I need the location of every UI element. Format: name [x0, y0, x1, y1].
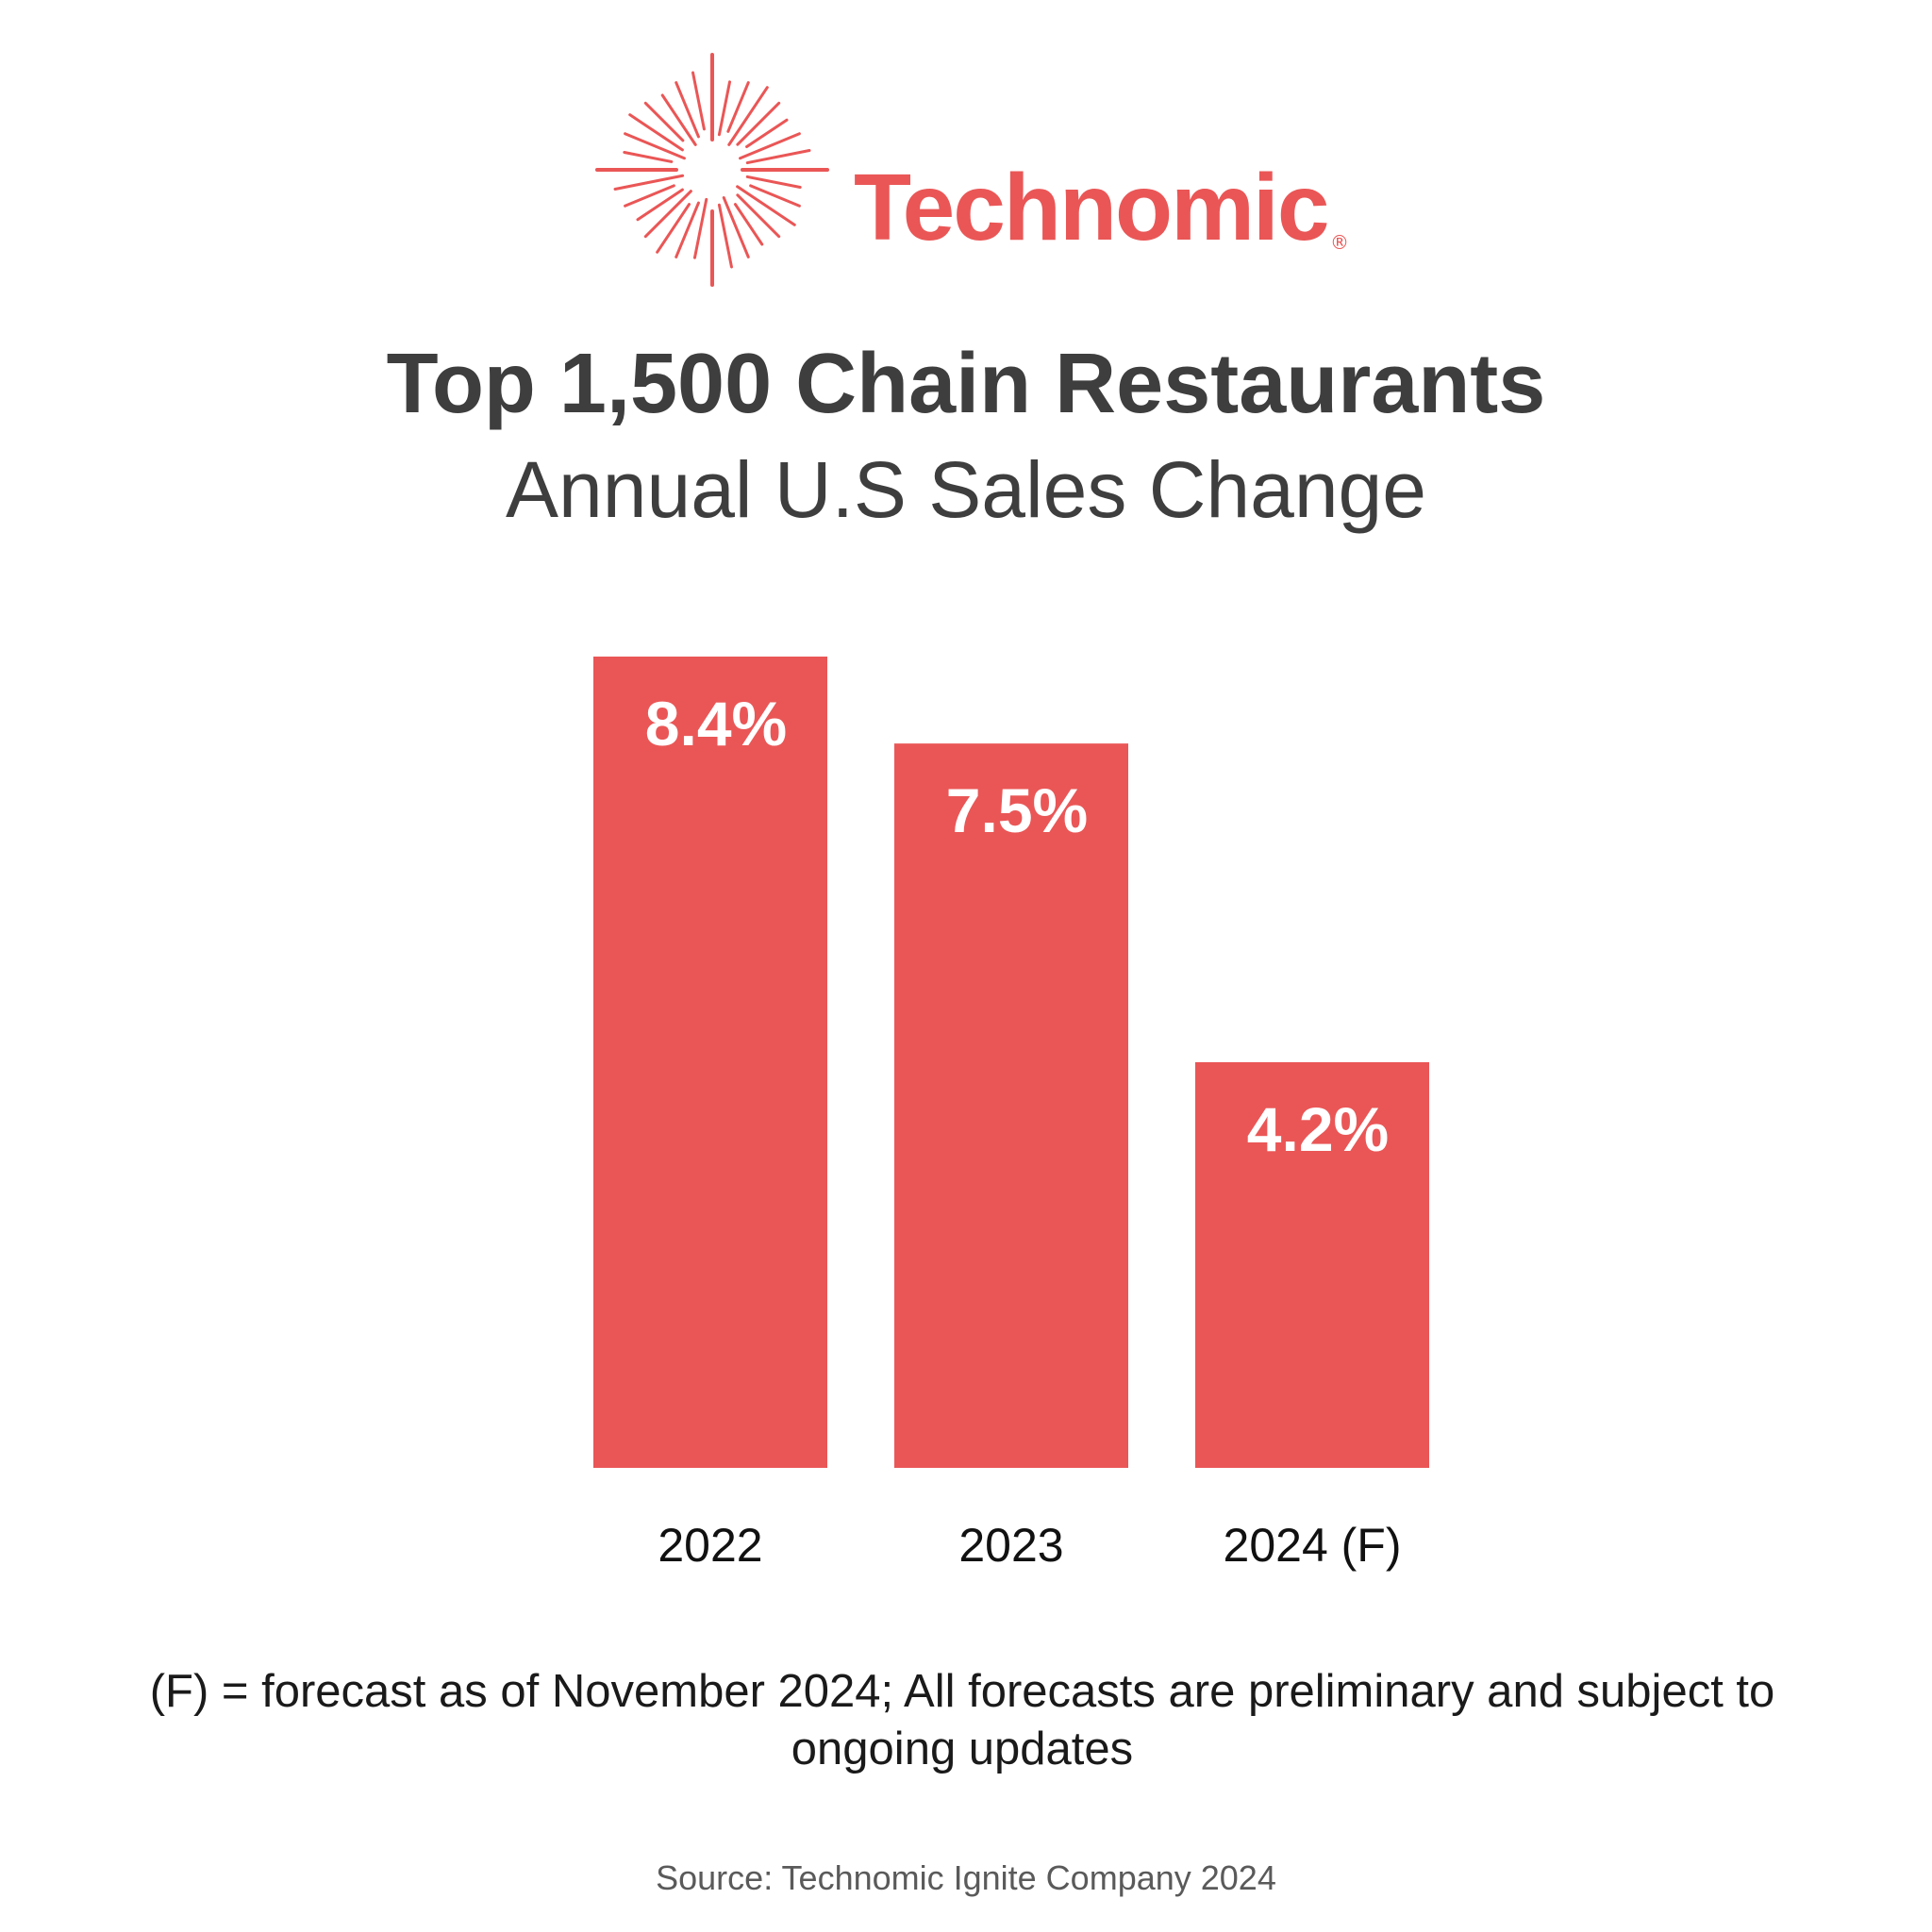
starburst-ray: [736, 185, 796, 226]
chart-title: Top 1,500 Chain Restaurants: [386, 337, 1546, 431]
starburst-ray: [736, 101, 781, 146]
starburst-ray: [624, 184, 675, 208]
starburst-ray: [745, 175, 802, 190]
starburst-ray: [749, 184, 801, 208]
starburst-ray: [726, 81, 750, 133]
category-label-1: 2022: [658, 1519, 762, 1572]
forecast-footnote: (F) = forecast as of November 2024; All …: [149, 1666, 1775, 1774]
chart-subtitle: Annual U.S Sales Change: [506, 445, 1426, 534]
starburst-ray: [722, 196, 750, 258]
data-label-3: 4.2%: [1247, 1094, 1389, 1164]
starburst-ray: [675, 81, 700, 139]
starburst-ray: [736, 193, 781, 239]
bar-1: [593, 657, 827, 1468]
bar-chart: 8.4% 2022 7.5% 2023 4.2% 2024 (F): [593, 657, 1429, 1572]
starburst-ray: [660, 93, 697, 146]
starburst-ray: [624, 132, 686, 160]
starburst-ray: [733, 203, 764, 246]
technomic-logo: Technomic ®: [594, 52, 1368, 288]
starburst-icon: [595, 53, 829, 287]
starburst-ray: [628, 113, 684, 152]
starburst-ray: [745, 118, 789, 149]
starburst-ray: [623, 150, 674, 163]
data-label-2: 7.5%: [946, 775, 1088, 845]
category-label-3: 2024 (F): [1224, 1519, 1402, 1572]
starburst-ray: [643, 190, 692, 239]
starburst-ray: [717, 203, 733, 269]
starburst-ray: [656, 203, 691, 254]
starburst-ray: [745, 149, 811, 165]
starburst-ray: [675, 201, 700, 258]
starburst-ray: [643, 101, 685, 142]
category-label-2: 2023: [958, 1519, 1063, 1572]
registered-mark: ®: [1330, 231, 1349, 254]
starburst-ray: [692, 197, 708, 259]
bar-3: [1195, 1062, 1429, 1468]
logo-wordmark: Technomic: [854, 155, 1329, 260]
starburst-ray: [717, 80, 732, 137]
data-label-1: 8.4%: [645, 689, 787, 758]
starburst-ray: [691, 71, 706, 131]
starburst-ray: [727, 86, 769, 146]
starburst-ray: [636, 188, 684, 222]
source-note: Source: Technomic Ignite Company 2024: [656, 1858, 1276, 1897]
starburst-ray: [613, 174, 685, 191]
starburst-ray: [739, 132, 801, 160]
bar-2: [894, 743, 1128, 1468]
